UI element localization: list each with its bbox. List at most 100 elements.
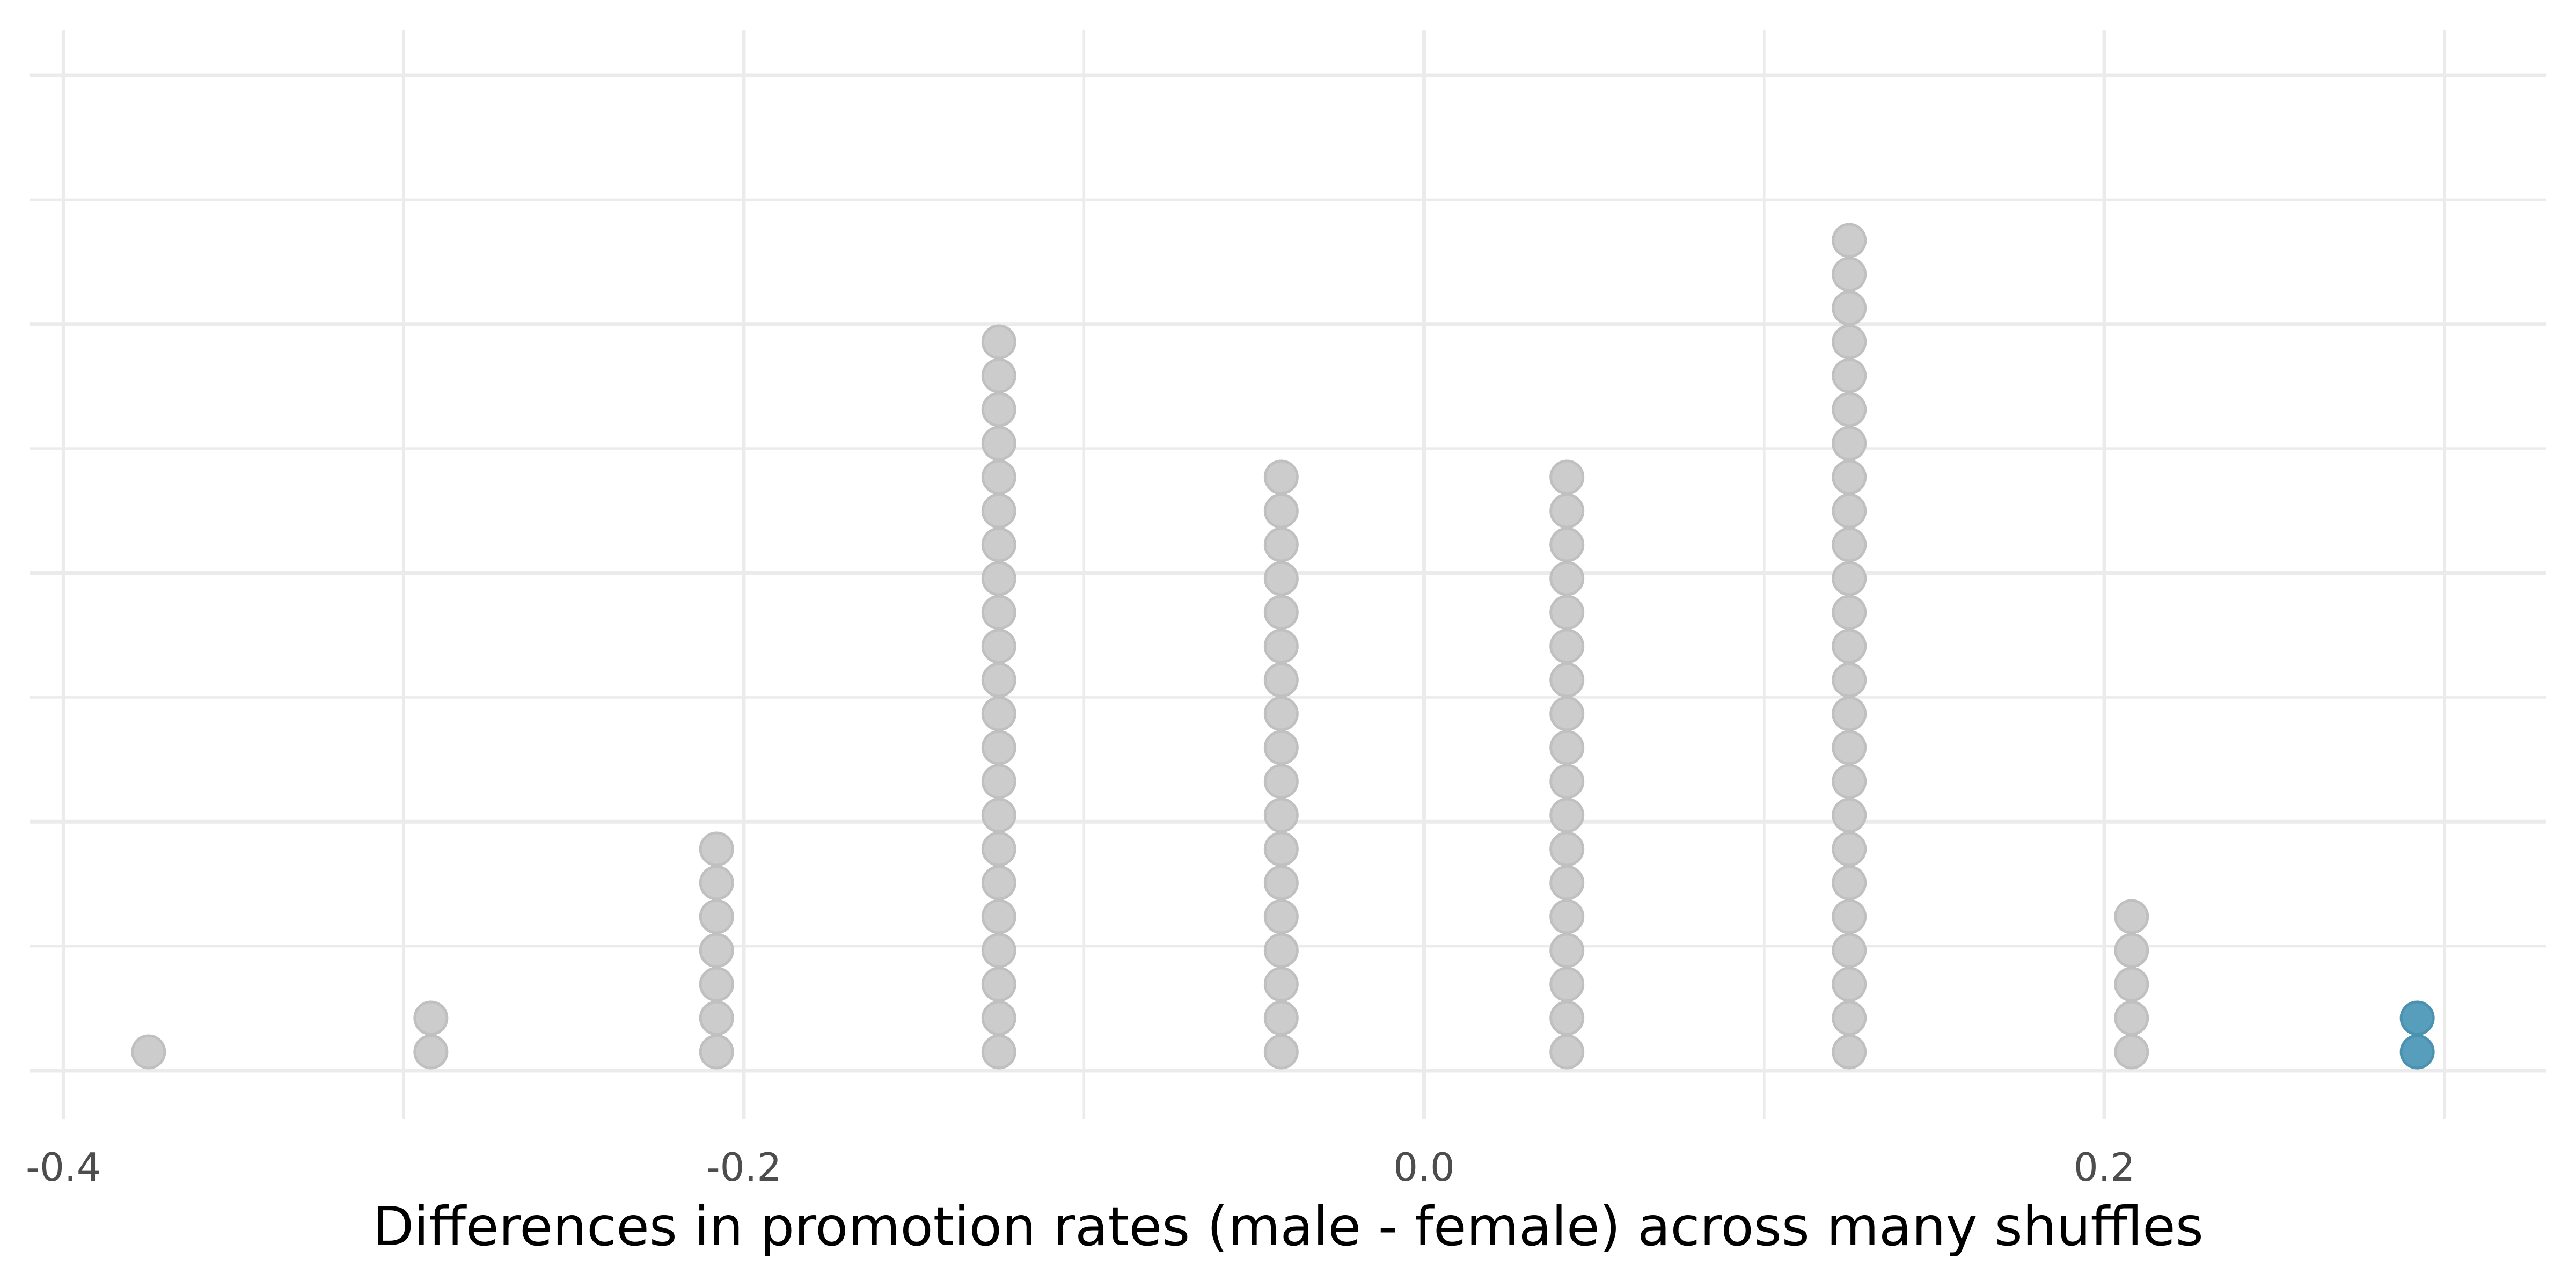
simulated-dot (1549, 595, 1585, 630)
simulated-dot (1832, 527, 1867, 562)
simulated-dot (1832, 561, 1867, 596)
simulated-dot (981, 696, 1016, 731)
simulated-dot (1263, 527, 1299, 562)
simulated-dot (981, 831, 1016, 867)
simulated-dot (1832, 1000, 1867, 1036)
simulated-dot (1549, 831, 1585, 867)
simulated-dot (1263, 1000, 1299, 1036)
simulated-dot (1832, 426, 1867, 461)
simulated-dot (1832, 730, 1867, 765)
simulated-dot (1832, 493, 1867, 529)
x-tick-label: -0.4 (26, 1145, 101, 1190)
simulated-dot (981, 662, 1016, 698)
simulated-dot (1832, 595, 1867, 630)
simulated-dot (1832, 223, 1867, 258)
simulated-dot (1832, 865, 1867, 901)
simulated-dot (2114, 1034, 2149, 1070)
simulated-dot (2114, 967, 2149, 1002)
simulated-dot (1263, 696, 1299, 731)
simulated-dot (1549, 933, 1585, 968)
simulated-dot (1263, 662, 1299, 698)
simulated-dot (1263, 730, 1299, 765)
simulated-dot (981, 595, 1016, 630)
simulated-dot (699, 865, 734, 901)
simulated-dot (1832, 290, 1867, 326)
simulated-dot (699, 899, 734, 934)
simulated-dot (699, 933, 734, 968)
simulated-dot (1263, 493, 1299, 529)
simulated-dot (1832, 933, 1867, 968)
simulated-dot (981, 628, 1016, 664)
simulated-dot (1832, 358, 1867, 393)
simulated-dot (1263, 899, 1299, 934)
simulated-dot (981, 1000, 1016, 1036)
simulated-dot (2114, 899, 2149, 934)
simulated-dot (1832, 1034, 1867, 1070)
simulated-dot (1832, 797, 1867, 833)
simulated-dot (1549, 628, 1585, 664)
x-tick-label: 0.2 (2074, 1145, 2135, 1190)
simulated-dot (1832, 967, 1867, 1002)
simulated-dot (981, 764, 1016, 799)
simulated-dot (1263, 628, 1299, 664)
simulated-dot (1832, 392, 1867, 427)
x-tick-label: -0.2 (706, 1145, 781, 1190)
simulated-dot (1549, 696, 1585, 731)
simulated-dot (1832, 764, 1867, 799)
simulated-dot (1263, 764, 1299, 799)
simulated-dot (1549, 730, 1585, 765)
simulated-dot (1549, 459, 1585, 495)
simulated-dot (1832, 459, 1867, 495)
simulated-dot (981, 899, 1016, 934)
simulated-dot (2114, 933, 2149, 968)
simulated-dot (1263, 933, 1299, 968)
simulated-dot (981, 1034, 1016, 1070)
simulated-dot (699, 967, 734, 1002)
simulated-dot (1832, 628, 1867, 664)
simulated-dot (699, 831, 734, 867)
simulated-dot (1832, 696, 1867, 731)
simulated-dot (981, 459, 1016, 495)
simulated-dot (413, 1000, 449, 1036)
simulated-dot (699, 1034, 734, 1070)
simulated-dot (981, 392, 1016, 427)
dots-layer (131, 223, 2435, 1070)
simulated-dot (1549, 764, 1585, 799)
x-tick-label: 0.0 (1393, 1145, 1455, 1190)
observed-dot (2399, 1034, 2435, 1070)
simulated-dot (1263, 865, 1299, 901)
simulated-dot (131, 1034, 166, 1070)
simulated-dot (1263, 967, 1299, 1002)
simulated-dot (981, 527, 1016, 562)
simulated-dot (1549, 527, 1585, 562)
simulated-dot (1549, 1000, 1585, 1036)
x-tick-labels: -0.4 -0.2 0.0 0.2 (26, 1145, 2135, 1190)
simulated-dot (2114, 1000, 2149, 1036)
simulated-dot (981, 426, 1016, 461)
simulated-dot (981, 324, 1016, 360)
simulated-dot (1549, 493, 1585, 529)
observed-dot (2399, 1000, 2435, 1036)
simulated-dot (1549, 967, 1585, 1002)
simulated-dot (1263, 595, 1299, 630)
simulated-dot (981, 967, 1016, 1002)
simulated-dot (981, 561, 1016, 596)
simulated-dot (1263, 1034, 1299, 1070)
simulated-dot (413, 1034, 449, 1070)
simulated-dot (1832, 662, 1867, 698)
simulated-dot (699, 1000, 734, 1036)
simulated-dot (1832, 324, 1867, 360)
simulated-dot (981, 797, 1016, 833)
simulated-dot (981, 933, 1016, 968)
simulated-dot (1263, 561, 1299, 596)
x-axis-title: Differences in promotion rates (male - f… (372, 1195, 2204, 1258)
simulated-dot (1263, 797, 1299, 833)
simulated-dot (1832, 257, 1867, 292)
simulated-dot (981, 865, 1016, 901)
simulated-dot (1549, 899, 1585, 934)
simulated-dot (981, 358, 1016, 393)
simulated-dot (1549, 865, 1585, 901)
simulated-dot (1832, 831, 1867, 867)
simulated-dot (1832, 899, 1867, 934)
